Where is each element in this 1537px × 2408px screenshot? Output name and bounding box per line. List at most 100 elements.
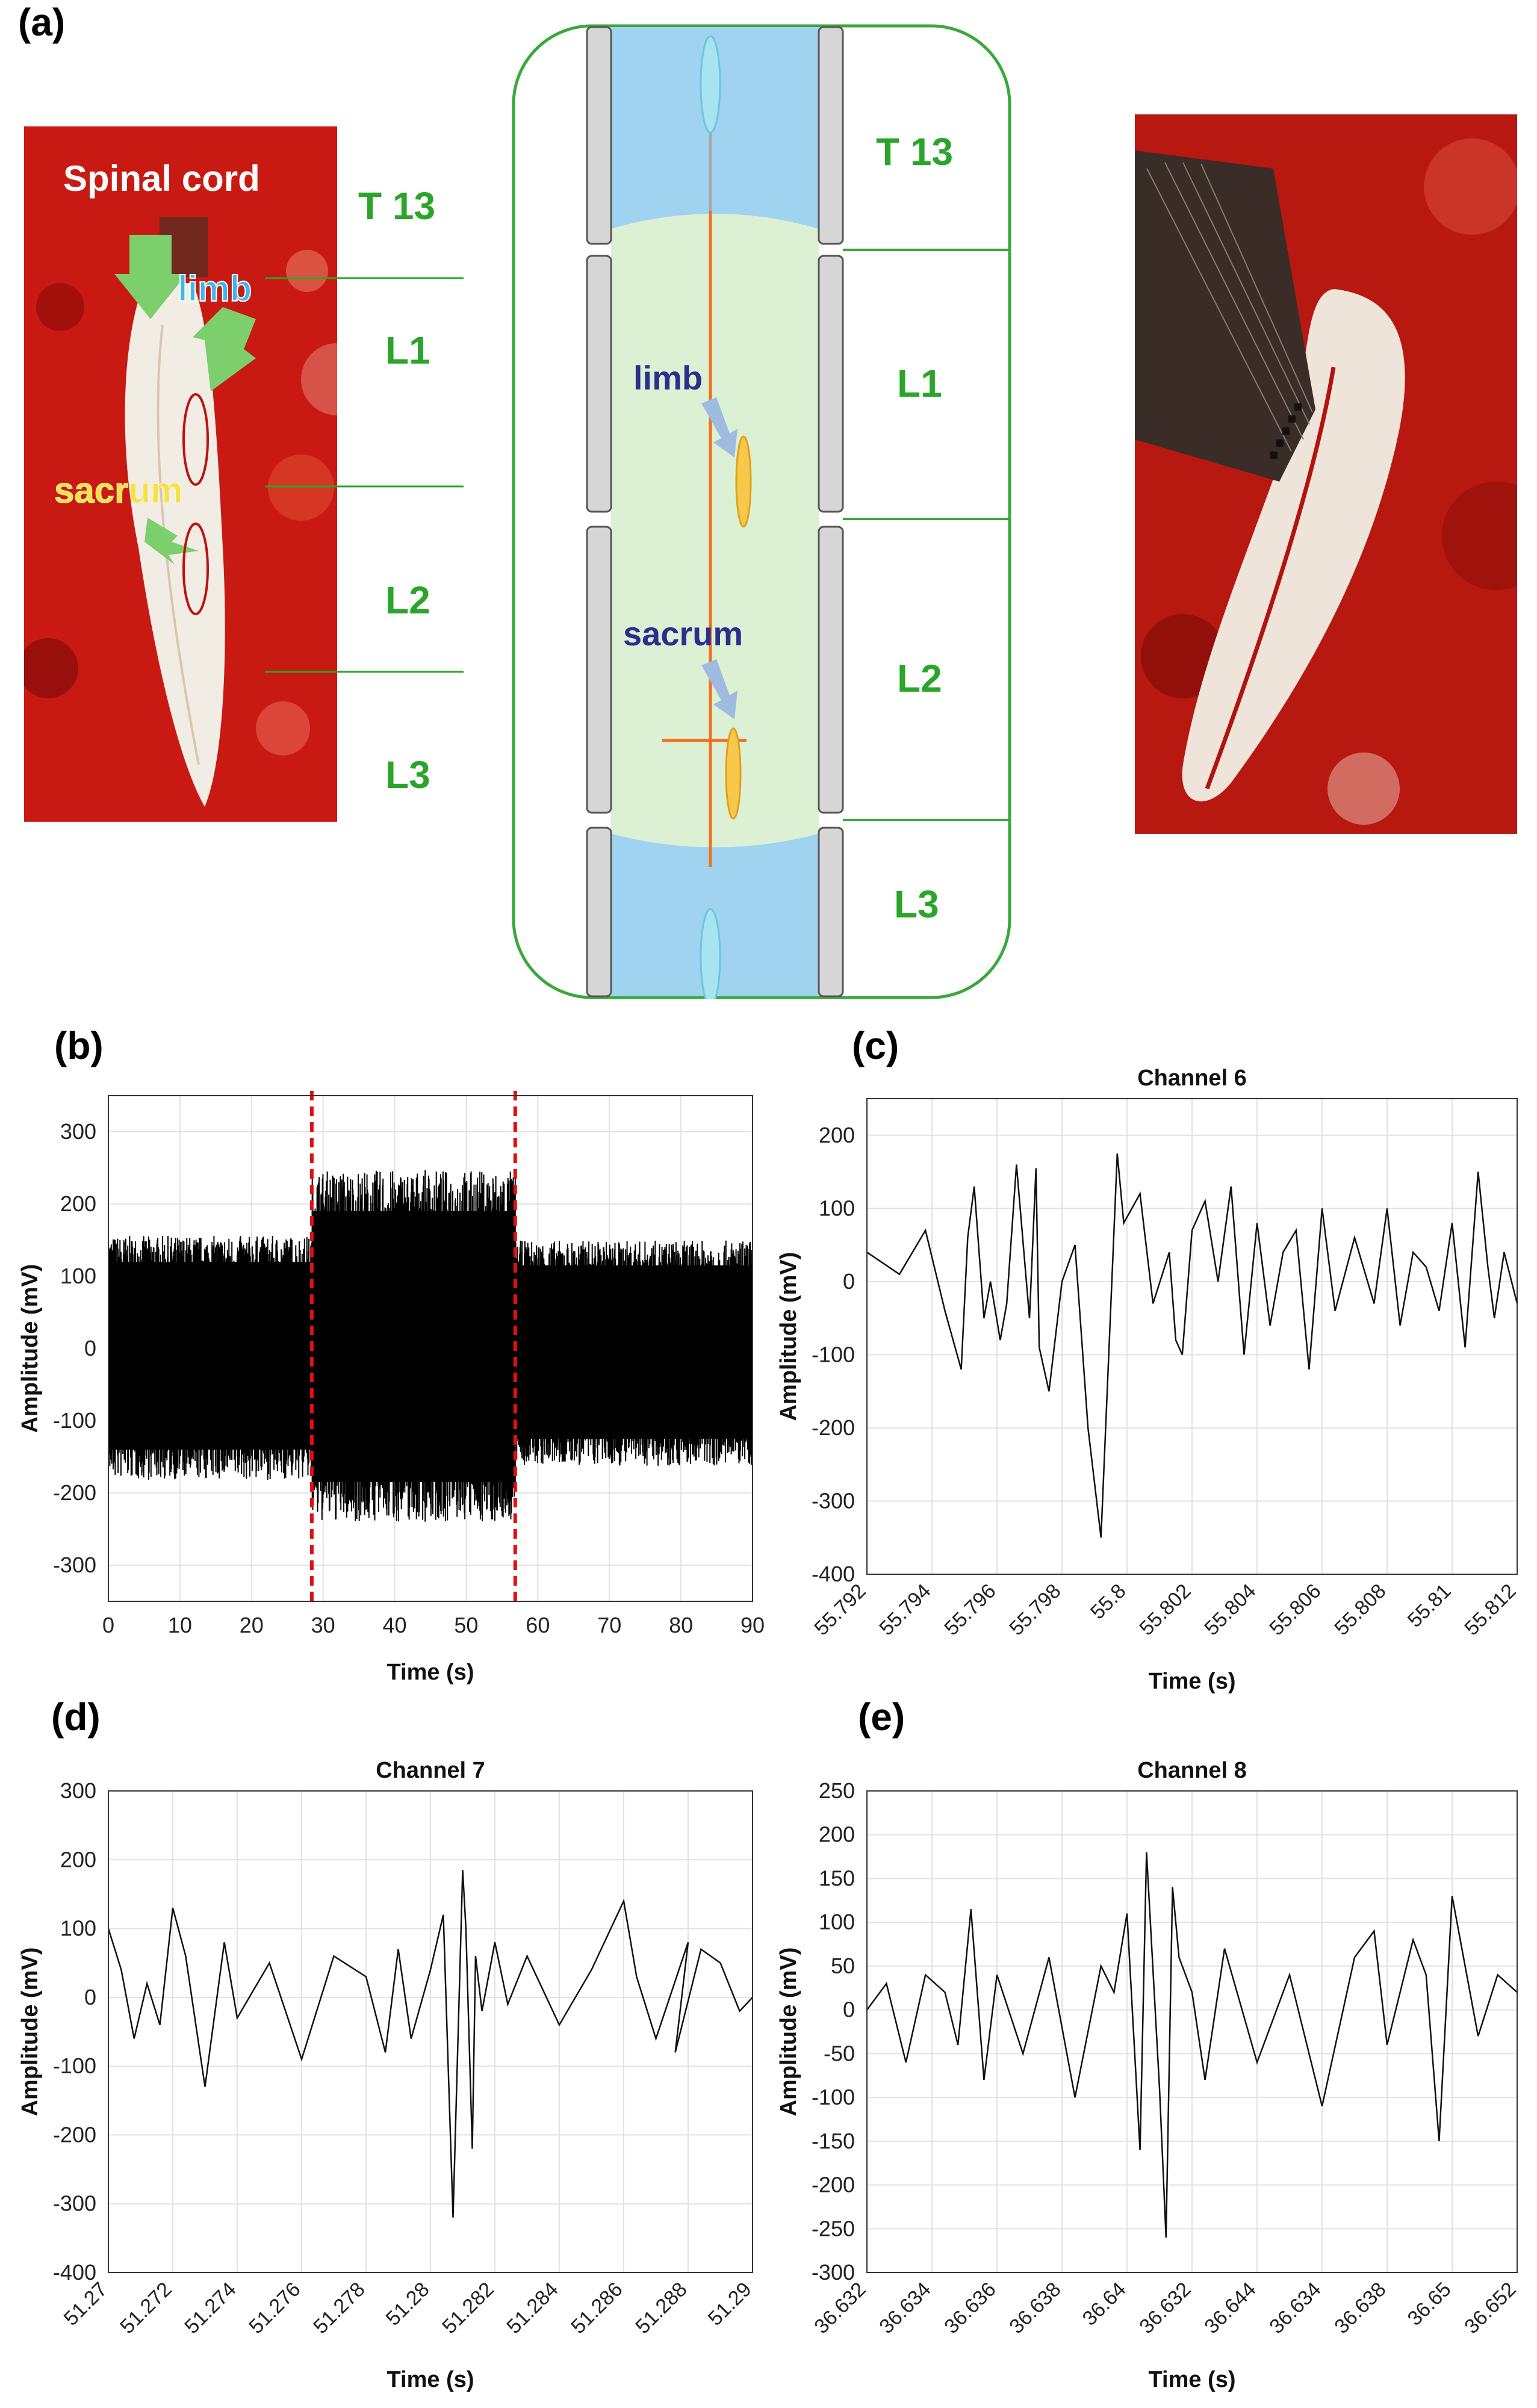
panel-label-d: (d): [51, 1695, 101, 1739]
signal-trace: [108, 1870, 753, 2218]
chart-title: Channel 7: [376, 1758, 485, 1783]
y-tick-label: 200: [60, 1191, 96, 1216]
y-tick-label: -200: [53, 2122, 96, 2147]
x-tick-label: 36.638: [1330, 2278, 1390, 2338]
photo-segment-l2: L2: [385, 579, 430, 622]
y-tick-label: -100: [812, 1342, 855, 1367]
y-tick-label: -300: [53, 2191, 96, 2216]
y-tick-label: -300: [812, 1488, 855, 1513]
schematic-segment-t13: T 13: [876, 130, 954, 173]
x-tick-label: 55.802: [1135, 1580, 1195, 1640]
x-tick-label: 50: [454, 1613, 478, 1637]
x-tick-label: 55.808: [1330, 1580, 1390, 1640]
y-axis-label: Amplitude (mV): [17, 1264, 43, 1433]
y-tick-label: -100: [53, 1408, 96, 1433]
x-tick-label: 36.644: [1200, 2278, 1260, 2338]
x-tick-label: 36.632: [810, 2278, 870, 2338]
x-tick-label: 55.794: [875, 1580, 935, 1640]
signal-trace: [867, 1153, 1517, 1538]
x-tick-label: 30: [311, 1613, 335, 1637]
y-tick-label: 100: [819, 1910, 855, 1934]
x-axis-label: Time (s): [387, 2367, 474, 2392]
y-tick-label: -50: [824, 2041, 855, 2065]
schematic-segment-l3: L3: [894, 883, 939, 926]
chart-title: Channel 8: [1137, 1758, 1247, 1783]
photo-sacrum-label: sacrum: [54, 470, 183, 511]
y-tick-label: -100: [812, 2085, 855, 2109]
x-tick-label: 51.288: [631, 2278, 691, 2338]
x-tick-label: 51.28: [382, 2278, 434, 2330]
x-tick-label: 36.65: [1403, 2278, 1456, 2330]
x-axis-label: Time (s): [1148, 2367, 1235, 2392]
chart-title: Channel 6: [1137, 1066, 1247, 1091]
panel-label-a: (a): [18, 1, 66, 44]
y-tick-label: 0: [843, 1997, 855, 2022]
schematic-illustration: [512, 24, 1011, 1007]
x-tick-label: 51.276: [244, 2278, 305, 2338]
x-tick-label: 36.636: [940, 2278, 1000, 2338]
schematic-segment-l2: L2: [897, 657, 942, 700]
x-tick-label: 36.634: [1265, 2278, 1325, 2338]
y-tick-label: 100: [819, 1196, 855, 1220]
x-tick-label: 51.282: [438, 2278, 498, 2338]
y-tick-label: 300: [60, 1119, 96, 1144]
chart-e: 36.632 36.634 36.636 36.638 36.64 36.632 36.64…: [776, 1758, 1521, 2392]
chart-c: 55.792 55.794 55.796 55.798 55.8 55.802 55.804…: [776, 1066, 1521, 1694]
signal-spikes: [108, 1170, 753, 1522]
x-tick-label: 51.27: [60, 2278, 112, 2330]
panel-label-e: (e): [858, 1695, 905, 1739]
x-tick-label: 55.8: [1086, 1580, 1131, 1624]
schematic-diagram: [512, 24, 1011, 1007]
y-tick-label: -200: [53, 1480, 96, 1505]
x-tick-label: 55.812: [1460, 1580, 1520, 1640]
y-tick-label: 200: [819, 1123, 855, 1147]
x-tick-label: 55.798: [1005, 1580, 1065, 1640]
chart-b: 0 10 20 30 40 50 60 70 80 90 -300 -200 -100 0 100 200 30…: [17, 1091, 765, 1685]
y-tick-label: 300: [60, 1778, 96, 1803]
x-tick-label: 36.652: [1460, 2278, 1520, 2338]
x-tick-label: 51.278: [309, 2278, 369, 2338]
x-tick-label: 51.274: [180, 2278, 240, 2338]
y-tick-label: 0: [84, 1336, 96, 1361]
x-tick-label: 40: [383, 1613, 407, 1637]
electrode-implant-illustration: [1135, 114, 1517, 834]
y-tick-label: 250: [819, 1778, 855, 1803]
x-tick-label: 55.806: [1265, 1580, 1325, 1640]
y-tick-label: 100: [60, 1916, 96, 1941]
x-tick-label: 36.638: [1005, 2278, 1065, 2338]
x-tick-label: 10: [168, 1613, 192, 1637]
electrode-implant-photo: [1135, 114, 1517, 834]
y-tick-label: -400: [812, 1562, 855, 1586]
x-tick-label: 55.796: [940, 1580, 1000, 1640]
y-tick-label: 100: [60, 1264, 96, 1288]
signal-trace: [867, 1852, 1517, 2238]
y-tick-label: 50: [831, 1953, 855, 1978]
y-tick-label: -200: [812, 2173, 855, 2197]
photo-segment-t13: T 13: [358, 184, 436, 228]
plot-frame: [866, 1790, 1518, 2273]
x-tick-label: 70: [597, 1613, 621, 1637]
x-axis-label: Time (s): [1148, 1669, 1235, 1694]
y-axis-label: Amplitude (mV): [17, 1947, 43, 2117]
x-tick-label: 51.29: [704, 2278, 756, 2330]
y-axis-label: Amplitude (mV): [776, 1252, 801, 1421]
schematic-sacrum-label: sacrum: [623, 615, 744, 653]
x-tick-label: 55.804: [1200, 1580, 1260, 1640]
y-tick-label: -150: [812, 2129, 855, 2153]
x-tick-label: 51.272: [116, 2278, 176, 2338]
y-axis-label: Amplitude (mV): [776, 1947, 801, 2117]
x-axis-label: Time (s): [387, 1660, 474, 1685]
x-tick-label: 36.634: [875, 2278, 935, 2338]
schematic-segment-l1: L1: [897, 362, 942, 405]
photo-segment-l1: L1: [385, 329, 430, 372]
x-tick-label: 55.81: [1403, 1580, 1456, 1632]
y-tick-label: 200: [819, 1822, 855, 1847]
x-tick-label: 90: [741, 1613, 765, 1637]
y-tick-label: 150: [819, 1866, 855, 1890]
y-tick-label: -300: [53, 1553, 96, 1577]
y-tick-label: 200: [60, 1847, 96, 1872]
x-tick-label: 0: [102, 1613, 114, 1637]
y-tick-label: -250: [812, 2216, 855, 2241]
x-tick-label: 36.632: [1135, 2278, 1195, 2338]
x-tick-label: 20: [240, 1613, 264, 1637]
